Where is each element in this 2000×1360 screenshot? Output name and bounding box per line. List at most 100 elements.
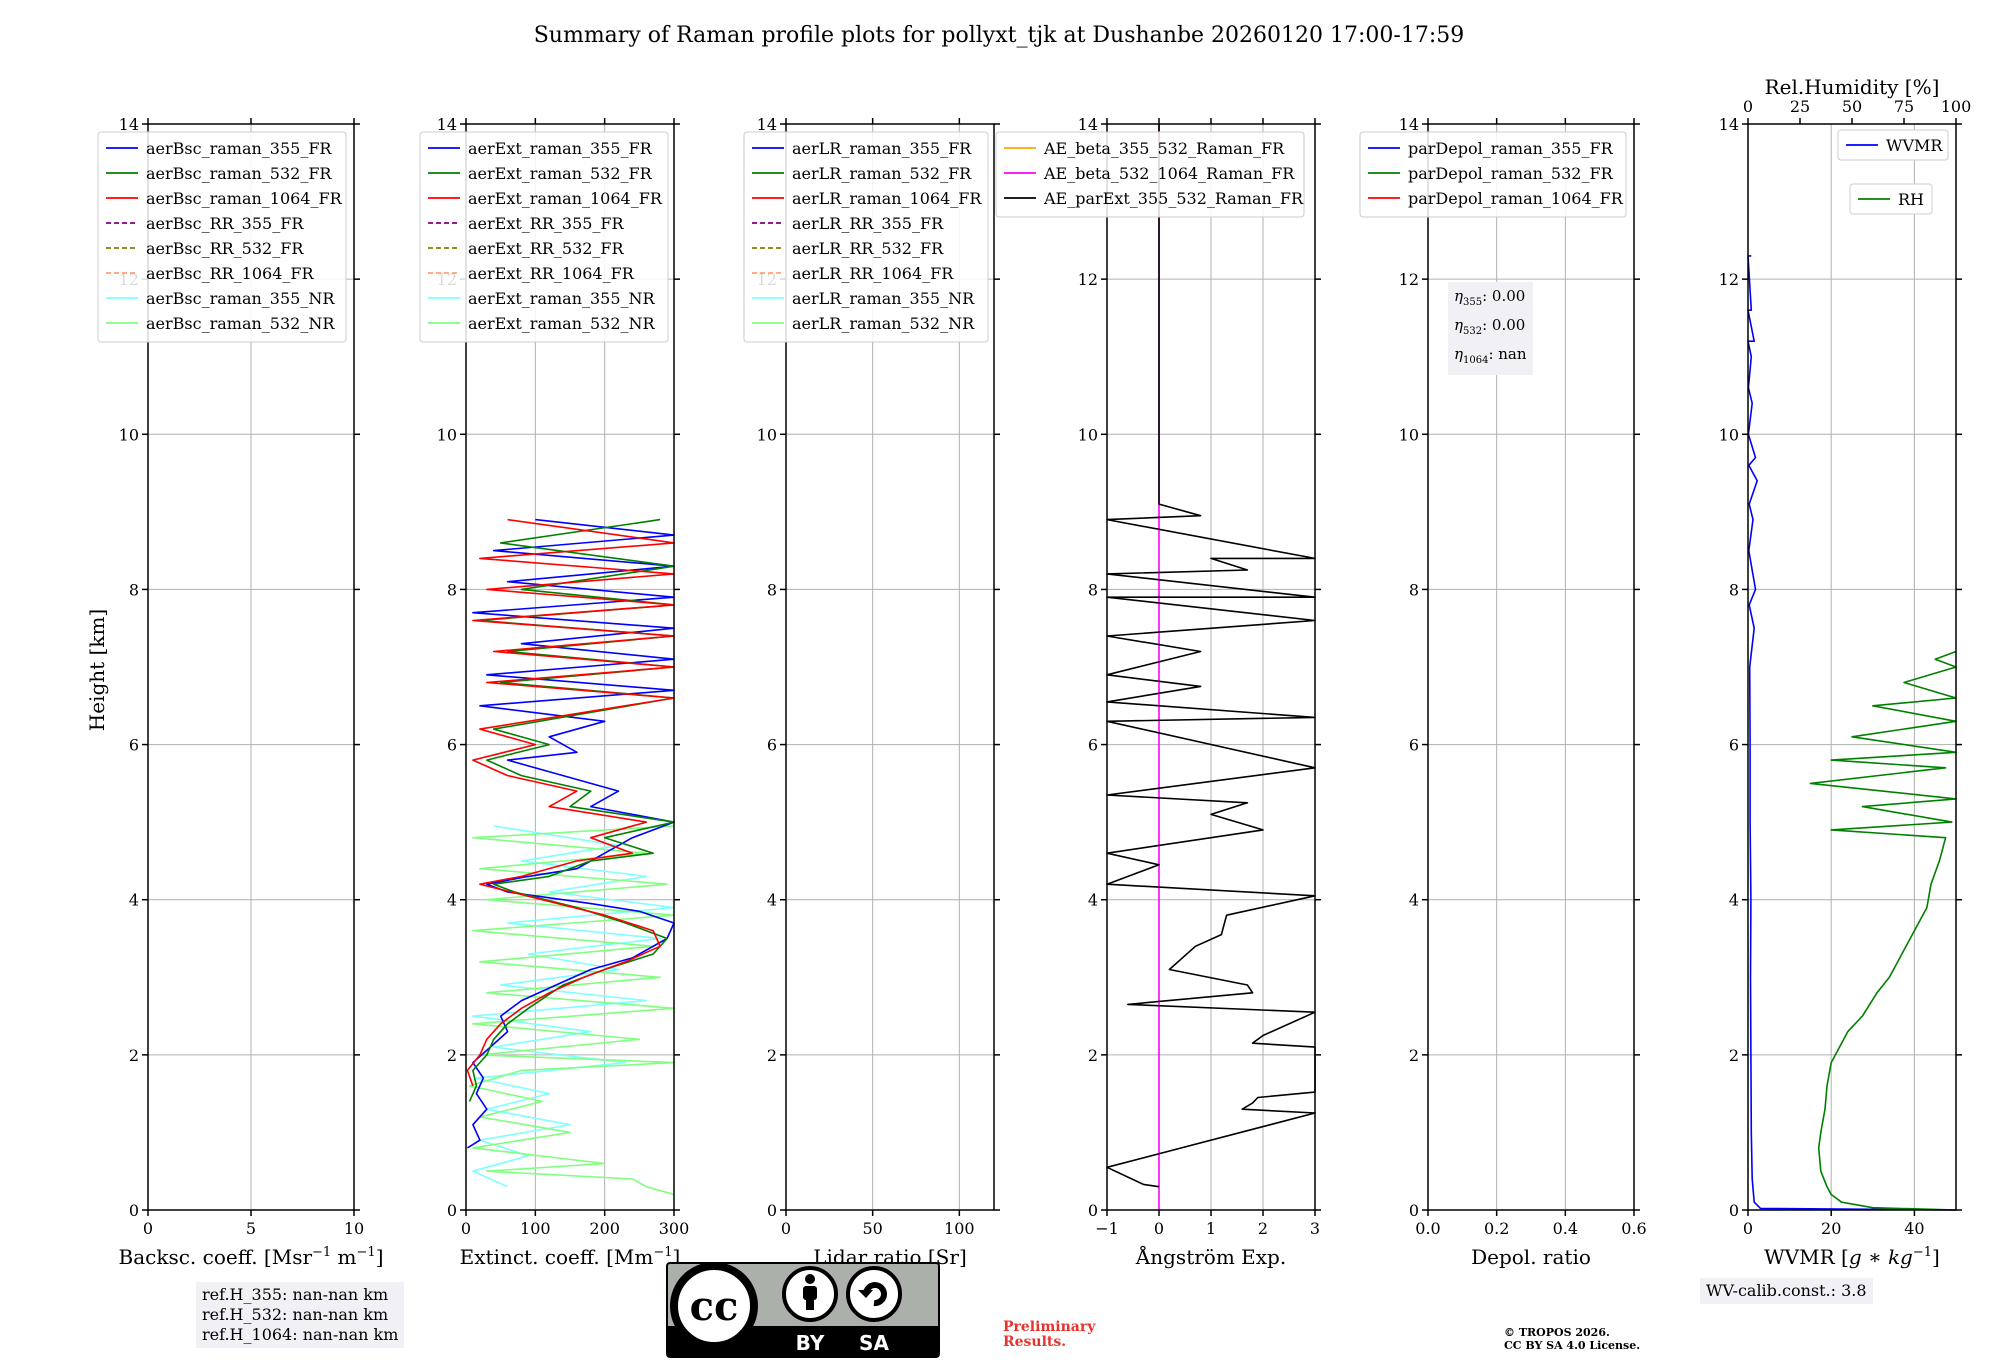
- plot-frame: [1747, 123, 1957, 1211]
- y-tick-label: 6: [1088, 736, 1098, 755]
- panel-lidar_ratio: 02468101214050100Lidar ratio [Sr]aerLR_r…: [743, 115, 1000, 1269]
- y-tick-label: 6: [1729, 736, 1739, 755]
- y-tick-label: 10: [757, 425, 777, 444]
- series-line-aerExt_raman_1064_FR: [466, 518, 675, 1087]
- legend-label: aerLR_RR_1064_FR: [792, 264, 954, 283]
- x2-tick-label: 50: [1842, 97, 1862, 116]
- y-axis-label: Height [km]: [85, 609, 109, 731]
- x-axis-label: Backsc. coeff. [Msr−1​ m−1​]: [119, 1245, 384, 1269]
- legend: parDepol_raman_355_FR parDepol_raman_532_…: [1359, 131, 1627, 218]
- legend: WVMR RH: [1837, 129, 1949, 215]
- plot-frame: [785, 123, 995, 1211]
- svg-text:cc: cc: [690, 1283, 739, 1330]
- y-tick-label: 0: [129, 1201, 139, 1220]
- y-tick-label: 0: [1729, 1201, 1739, 1220]
- x-axis-label-part: Extinct. coeff. [Mm: [460, 1245, 654, 1269]
- y-tick-label: 4: [1729, 891, 1739, 910]
- legend-label: aerBsc_raman_355_FR: [146, 139, 332, 158]
- legend-label: aerLR_raman_355_NR: [792, 289, 975, 308]
- x-tick-label: 0: [461, 1219, 471, 1238]
- x2-axis-label: Rel.Humidity [%]: [1765, 75, 1940, 99]
- copyright-note: © TROPOS 2026. CC BY SA 4.0 License.: [1504, 1326, 1641, 1352]
- legend-label: aerLR_raman_355_FR: [792, 139, 972, 158]
- legend-label: aerLR_RR_532_FR: [792, 239, 944, 258]
- x-tick-label: 40: [1904, 1219, 1924, 1238]
- x2-tick-label: 0: [1743, 97, 1753, 116]
- legend-label: aerBsc_RR_532_FR: [146, 239, 304, 258]
- legend-label: aerLR_raman_532_NR: [792, 314, 975, 333]
- x2-tick-label: 100: [1941, 97, 1972, 116]
- x-tick-label: 20: [1821, 1219, 1841, 1238]
- x-tick-label: 2: [1258, 1219, 1268, 1238]
- legend-label: parDepol_raman_355_FR: [1408, 139, 1614, 158]
- x-tick-label: 200: [589, 1219, 620, 1238]
- y-tick-label: 0: [1409, 1201, 1419, 1220]
- legend-label: aerExt_RR_1064_FR: [468, 264, 635, 283]
- series-line-RH: [1809, 650, 1957, 1211]
- legend-label: aerExt_raman_1064_FR: [468, 189, 663, 208]
- x-axis-label-part: −1: [653, 1245, 672, 1260]
- y-tick-label: 2: [1409, 1046, 1419, 1065]
- y-tick-label: 2: [767, 1046, 777, 1065]
- series-line-aerExt_raman_532_NR: [468, 825, 675, 1196]
- x-tick-label: 0.4: [1553, 1219, 1578, 1238]
- x-axis-label-part: −1: [1913, 1245, 1932, 1260]
- gridlines: [1747, 123, 1956, 1211]
- x-axis-label-part: Backsc. coeff. [Msr: [119, 1245, 313, 1269]
- y-tick-label: 0: [767, 1201, 777, 1220]
- plot-frame: [1427, 123, 1635, 1211]
- legend-label: aerBsc_raman_355_NR: [146, 289, 335, 308]
- x-axis-label: WVMR [g ∗ kg−1​]: [1764, 1245, 1940, 1269]
- x-axis-label-part: ]: [673, 1245, 681, 1269]
- y-tick-label: 10: [1078, 425, 1098, 444]
- y-tick-label: 6: [129, 736, 139, 755]
- legend-box: [97, 131, 347, 343]
- y-tick-label: 10: [1399, 425, 1419, 444]
- y-tick-label: 2: [129, 1046, 139, 1065]
- x2-tick-label: 25: [1790, 97, 1810, 116]
- panel-depol: 0 2 4 6 8 10 12 14 0.0 0.2 0.4 0.6 Depol. ratio parDe…: [1359, 115, 1647, 1269]
- legend-label: AE_parExt_355_532_Raman_FR: [1043, 189, 1304, 208]
- legend-box: [743, 131, 989, 343]
- legend: AE_beta_355_532_Raman_FR AE_beta_532_1064…: [995, 131, 1305, 218]
- x-tick-label: 0.2: [1484, 1219, 1509, 1238]
- x-axis-label-part: ]: [376, 1245, 384, 1269]
- legend-label: aerLR_raman_532_FR: [792, 164, 972, 183]
- y-tick-label: 4: [767, 891, 777, 910]
- x-tick-label: 0: [1154, 1219, 1164, 1238]
- x-axis-label-part: Depol. ratio: [1471, 1245, 1591, 1269]
- x-tick-label: 0.6: [1621, 1219, 1646, 1238]
- panels: 024681012140510Backsc. coeff. [Msr−1​ m−…: [97, 75, 1972, 1269]
- y-tick-label: 10: [1719, 425, 1739, 444]
- legend-label: aerBsc_raman_1064_FR: [146, 189, 343, 208]
- legend-label: aerBsc_raman_532_NR: [146, 314, 335, 333]
- legend-label: aerExt_raman_355_FR: [468, 139, 653, 158]
- series-group: [1747, 255, 1957, 1211]
- ref-h-355: ref.H_355: nan-nan km: [202, 1285, 389, 1304]
- cc-by-sa-badge: cc BY SA: [666, 1262, 940, 1358]
- legend-label: parDepol_raman_532_FR: [1408, 164, 1614, 183]
- x-axis-label: Ångström Exp.: [1135, 1244, 1286, 1269]
- legend-label: aerExt_raman_532_NR: [468, 314, 656, 333]
- x-axis-label-part: WVMR [: [1764, 1245, 1849, 1269]
- y-tick-label: 8: [1729, 580, 1739, 599]
- wv-calib-box: WV-calib.const.: 3.8: [1700, 1278, 1873, 1304]
- x-axis-label-part: g ∗ kg: [1849, 1245, 1913, 1269]
- preliminary-note: Preliminary Results.: [1003, 1319, 1096, 1350]
- legend-label: RH: [1898, 190, 1924, 209]
- legend-label: AE_beta_355_532_Raman_FR: [1043, 139, 1285, 158]
- y-tick-label: 14: [119, 115, 139, 134]
- ref-h-532: ref.H_532: nan-nan km: [202, 1305, 389, 1324]
- eta-1064: η1064: nan: [1454, 345, 1527, 366]
- series-group: [466, 518, 675, 1196]
- y-tick-label: 4: [1088, 891, 1098, 910]
- legend-label: aerExt_RR_355_FR: [468, 214, 625, 233]
- ref-h-1064: ref.H_1064: nan-nan km: [202, 1325, 399, 1344]
- y-tick-label: 6: [447, 736, 457, 755]
- y-tick-label: 14: [757, 115, 777, 134]
- y-tick-label: 14: [1399, 115, 1419, 134]
- x-axis-label-part: ]: [1932, 1245, 1940, 1269]
- legend: aerLR_raman_355_FR aerLR_raman_532_FR aerL…: [743, 131, 989, 343]
- sa-share-alike-icon: [846, 1266, 902, 1322]
